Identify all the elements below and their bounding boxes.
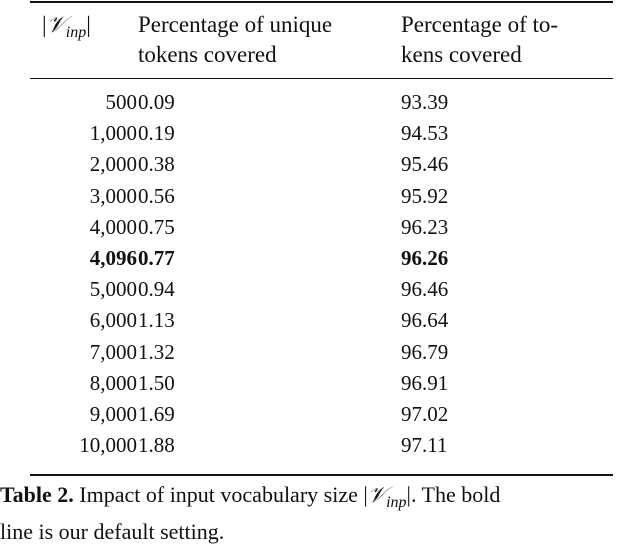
table-row: 2,000 0.38 95.46 [30,150,613,181]
cell-token-pct: 97.02 [401,401,449,426]
cell-token-pct: 96.46 [401,277,449,302]
cell-unique-pct: 1.69 [138,401,175,426]
caption-line1: Table 2. Impact of input vocabulary size… [0,480,640,517]
table-row: 3,000 0.56 95.92 [30,182,613,213]
cell-token-pct: 96.91 [401,370,449,395]
cell-vocab-size: 2,000 [89,152,137,177]
header-tokens-line1: Percentage of to- [401,12,559,37]
header-tokens-covered: Percentage of to- kens covered [401,10,611,70]
cell-unique-pct: 1.13 [138,308,175,333]
cell-token-pct: 96.64 [401,308,449,333]
cell-vocab-size: 1,000 [89,121,137,146]
table-caption: Table 2. Impact of input vocabulary size… [0,480,640,546]
cell-token-pct: 95.46 [401,152,449,177]
top-rule [30,1,613,3]
cell-token-pct: 96.26 [401,245,449,270]
cell-unique-pct: 0.38 [138,152,175,177]
caption-subscript: inp [386,494,407,511]
cell-vocab-size: 4,096 [89,245,137,270]
header-unique-line2: tokens covered [138,42,277,67]
cell-token-pct: 93.39 [401,90,449,114]
cell-unique-pct: 0.75 [138,214,175,239]
cell-vocab-size: 5,000 [89,277,137,302]
header-rule [30,78,613,79]
cell-unique-pct: 0.77 [138,245,175,270]
cell-token-pct: 96.79 [401,339,449,364]
cell-vocab-size: 500 [105,90,138,114]
cell-unique-pct: 1.32 [138,339,175,364]
table-row: 1,000 0.19 94.53 [30,119,613,150]
cell-vocab-size: 3,000 [89,183,137,208]
cell-unique-pct: 0.19 [138,121,175,146]
caption-line2: line is our default setting. [0,519,225,544]
caption-symbol: 𝒱 [367,482,387,507]
cell-vocab-size: 7,000 [89,339,137,364]
cell-token-pct: 96.23 [401,214,449,239]
cell-token-pct: 95.92 [401,183,449,208]
cell-vocab-size: 10,000 [79,433,137,458]
header-tokens-line2: kens covered [401,42,522,67]
cell-unique-pct: 1.88 [138,433,175,458]
table-row-default: 4,096 0.77 96.26 [30,244,613,275]
vocab-subscript: inp [65,24,87,41]
table-body: 500 0.09 93.39 1,000 0.19 94.53 2,000 0.38 95.46… [30,88,613,462]
table-row: 9,000 1.69 97.02 [30,400,613,431]
bottom-rule [30,474,613,476]
table-row: 4,000 0.75 96.23 [30,213,613,244]
table-row: 5,000 0.94 96.46 [30,275,613,306]
cell-unique-pct: 0.56 [138,183,175,208]
cell-unique-pct: 0.94 [138,277,175,302]
cell-token-pct: 97.11 [401,433,448,458]
table-row: 10,000 1.88 97.11 [30,431,613,462]
header-unique-tokens: Percentage of unique tokens covered [138,10,388,70]
cell-token-pct: 94.53 [401,121,449,146]
cell-vocab-size: 6,000 [89,308,137,333]
cell-vocab-size: 9,000 [89,401,137,426]
caption-text-after: |. The bold [406,482,501,507]
caption-label: Table 2. [0,482,74,507]
header-vocab-size: |𝒱inp| [42,12,91,41]
table-row: 8,000 1.50 96.91 [30,369,613,400]
cell-unique-pct: 1.50 [138,370,175,395]
table-row: 500 0.09 93.39 [30,88,613,119]
caption-text-before: Impact of input vocabulary size | [73,482,368,507]
header-unique-line1: Percentage of unique [138,12,333,37]
cell-unique-pct: 0.09 [138,90,175,114]
cell-vocab-size: 4,000 [89,214,137,239]
table-row: 7,000 1.32 96.79 [30,338,613,369]
table-row: 6,000 1.13 96.64 [30,306,613,337]
cell-vocab-size: 8,000 [89,370,137,395]
vocab-symbol: 𝒱 [46,12,66,37]
